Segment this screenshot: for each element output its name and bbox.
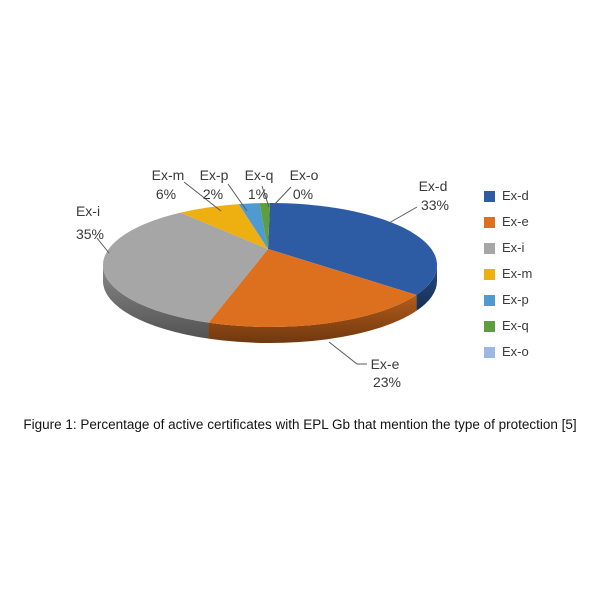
pie-slice-side-ex-d xyxy=(416,265,437,311)
chart-legend: Ex-d Ex-e Ex-i Ex-m Ex-p Ex-q Ex-o xyxy=(484,188,533,359)
leader-line-ex-m xyxy=(183,181,222,212)
pie-slice-side-ex-e xyxy=(208,294,417,343)
pie-slice-ex-m xyxy=(180,204,268,249)
legend-item-ex-o: Ex-o xyxy=(484,344,532,359)
figure-caption: Figure 1: Percentage of active certifica… xyxy=(23,417,577,432)
slice-value-ex-o: 0% xyxy=(293,186,313,202)
slice-value-ex-i: 35% xyxy=(76,226,104,242)
leader-line-ex-p xyxy=(227,183,248,212)
pie-slice-ex-e xyxy=(208,249,417,327)
leader-line-ex-i xyxy=(96,237,110,254)
legend-swatch-ex-e xyxy=(484,216,495,228)
legend-label-ex-i: Ex-i xyxy=(502,240,525,255)
leader-line-ex-q xyxy=(261,185,270,208)
slice-label-ex-q: Ex-q xyxy=(245,167,274,183)
leader-line-ex-d xyxy=(388,206,418,224)
slice-label-ex-d: Ex-d xyxy=(419,178,448,194)
leader-line-ex-o xyxy=(272,186,292,207)
pie-slice-side-ex-i xyxy=(103,265,209,339)
slice-value-ex-d: 33% xyxy=(421,197,449,213)
legend-label-ex-m: Ex-m xyxy=(502,266,533,281)
pie-chart-3d: Ex-d 33% Ex-e 23% Ex-i 35% Ex-m 6% Ex-p 2% Ex-q 1% E… xyxy=(76,167,449,390)
pie-slice-ex-i xyxy=(103,212,268,323)
slice-label-ex-o: Ex-o xyxy=(290,167,319,183)
legend-label-ex-d: Ex-d xyxy=(502,188,529,203)
slice-value-ex-m: 6% xyxy=(156,186,176,202)
slice-value-ex-q: 1% xyxy=(248,186,268,202)
legend-item-ex-d: Ex-d xyxy=(484,188,532,203)
legend-item-ex-q: Ex-q xyxy=(484,318,532,333)
legend-item-ex-e: Ex-e xyxy=(484,214,532,229)
slice-label-ex-e: Ex-e xyxy=(371,356,400,372)
legend-swatch-ex-i xyxy=(484,242,495,254)
legend-swatch-ex-q xyxy=(484,320,495,332)
leader-line-ex-e xyxy=(328,341,367,365)
legend-swatch-ex-p xyxy=(484,294,495,306)
slice-label-ex-i: Ex-i xyxy=(76,203,100,219)
pie-slice-ex-d xyxy=(268,203,437,295)
legend-label-ex-e: Ex-e xyxy=(502,214,529,229)
pie-slice-ex-p xyxy=(238,203,268,249)
slice-value-ex-e: 23% xyxy=(373,374,401,390)
legend-label-ex-q: Ex-q xyxy=(502,318,529,333)
slice-value-ex-p: 2% xyxy=(203,186,223,202)
pie-slice-ex-q xyxy=(259,203,270,249)
legend-item-ex-p: Ex-p xyxy=(484,292,532,307)
legend-label-ex-o: Ex-o xyxy=(502,344,529,359)
slice-label-ex-p: Ex-p xyxy=(200,167,229,183)
legend-item-ex-m: Ex-m xyxy=(484,266,533,281)
legend-item-ex-i: Ex-i xyxy=(484,240,532,255)
legend-swatch-ex-m xyxy=(484,268,495,280)
slice-label-ex-m: Ex-m xyxy=(152,167,185,183)
legend-label-ex-p: Ex-p xyxy=(502,292,529,307)
legend-swatch-ex-o xyxy=(484,346,495,358)
legend-swatch-ex-d xyxy=(484,190,495,202)
